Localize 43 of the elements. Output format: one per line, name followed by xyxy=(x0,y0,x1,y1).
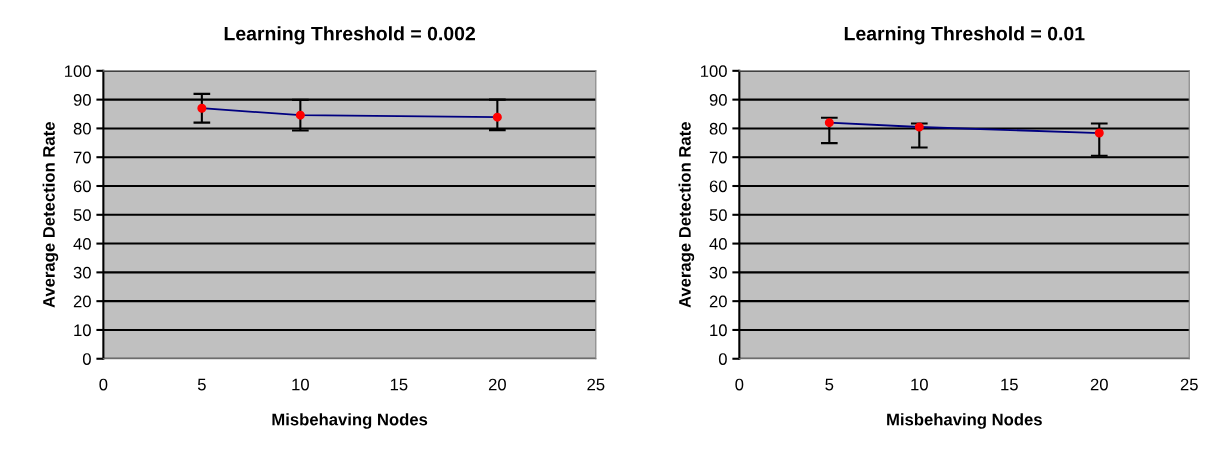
y-tick-label: 60 xyxy=(73,180,91,193)
y-tick-label: 40 xyxy=(73,237,91,250)
point xyxy=(295,110,305,120)
y-tick-label: 40 xyxy=(709,237,727,250)
y-tick-label: 80 xyxy=(73,122,91,135)
y-tick-label: 0 xyxy=(718,353,727,365)
y-tick-label: 50 xyxy=(73,209,91,221)
x-tick-label: 20 xyxy=(1090,378,1108,391)
y-tick-label: 10 xyxy=(74,324,91,337)
y-axis-title: Average Detection Rate xyxy=(678,122,695,308)
point xyxy=(197,103,207,113)
y-tick-label: 90 xyxy=(73,94,91,106)
y-tick-label: 20 xyxy=(73,295,91,308)
chart-title: Learning Threshold = 0.002 xyxy=(224,26,475,45)
x-tick-label: 5 xyxy=(825,378,834,391)
y-axis-title: Average Detection Rate xyxy=(42,122,59,308)
x-tick-label: 25 xyxy=(587,378,605,391)
y-tick-label: 80 xyxy=(709,122,727,135)
x-tick-label: 10 xyxy=(292,378,309,391)
x-tick-label: 15 xyxy=(390,378,408,391)
y-tick-label: 0 xyxy=(82,353,91,365)
chart-title: Learning Threshold = 0.01 xyxy=(844,26,1085,45)
x-tick-label: 20 xyxy=(488,378,506,391)
y-tick-label: 60 xyxy=(709,180,727,193)
y-tick-label: 70 xyxy=(73,151,91,164)
y-tick-label: 20 xyxy=(709,295,727,308)
x-axis-title: Misbehaving Nodes xyxy=(272,413,428,429)
y-tick-label: 90 xyxy=(709,94,727,106)
y-tick-label: 30 xyxy=(73,266,91,279)
y-tick-label: 100 xyxy=(65,65,91,78)
x-tick-label: 10 xyxy=(911,378,928,391)
x-tick-label: 0 xyxy=(735,378,744,391)
y-tick-label: 10 xyxy=(710,324,727,337)
x-tick-label: 15 xyxy=(1001,378,1018,391)
x-tick-label: 5 xyxy=(197,378,206,391)
point xyxy=(492,112,502,122)
y-tick-label: 30 xyxy=(709,266,727,279)
y-tick-label: 100 xyxy=(700,65,727,78)
y-tick-label: 70 xyxy=(709,151,727,164)
x-tick-label: 0 xyxy=(99,378,108,391)
x-axis-title: Misbehaving Nodes xyxy=(887,413,1042,429)
y-tick-label: 50 xyxy=(709,209,727,221)
x-tick-label: 25 xyxy=(1180,378,1198,391)
